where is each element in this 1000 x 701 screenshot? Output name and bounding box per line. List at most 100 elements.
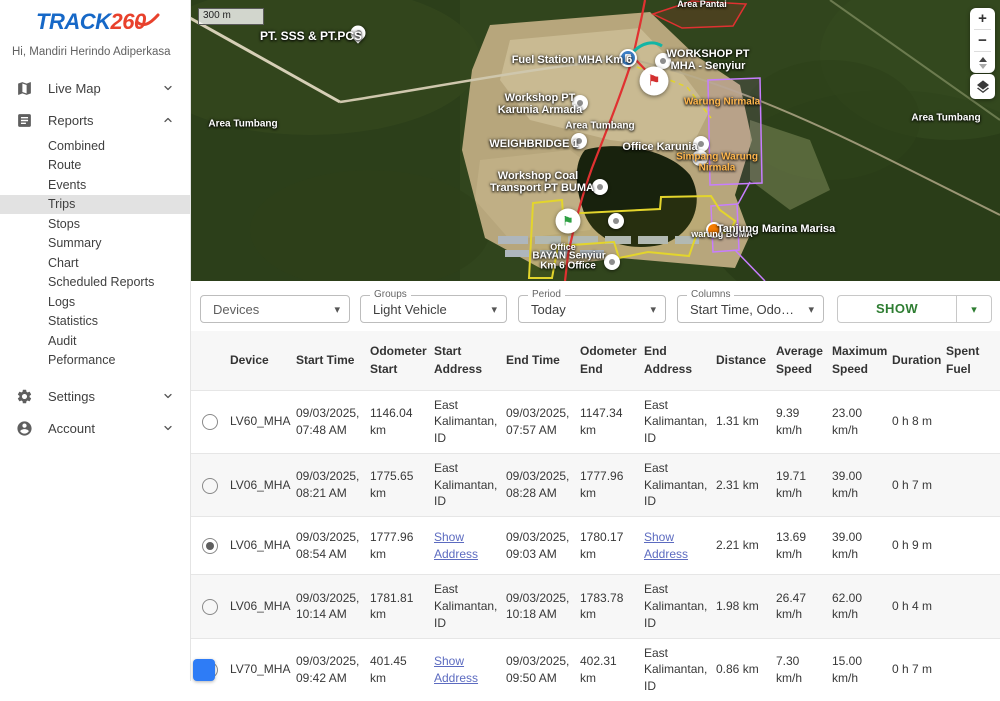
map-scale-control: 300 m bbox=[198, 8, 264, 25]
sidebar-item-audit[interactable]: Audit bbox=[0, 331, 190, 351]
cell-end_address: East Kalimantan, ID bbox=[644, 582, 708, 630]
start-flag-marker[interactable]: ⚑ bbox=[555, 208, 581, 234]
table-row[interactable]: LV06_MHA 09/03/2025, 08:21 AM 1775.65 km Ea… bbox=[190, 453, 1000, 517]
groups-select[interactable]: Groups Light Vehicle ▾ bbox=[360, 289, 507, 323]
show-address-link[interactable]: Show Address bbox=[644, 529, 689, 561]
poi-marker[interactable] bbox=[592, 179, 608, 195]
marker-dot bbox=[698, 141, 704, 147]
finish-flag-marker[interactable]: ⚑ bbox=[639, 66, 669, 96]
sidebar-item-account[interactable]: Account bbox=[0, 412, 190, 444]
column-header: Odometer Start bbox=[370, 344, 427, 377]
layers-button[interactable] bbox=[970, 74, 995, 99]
columns-select[interactable]: Columns Start Time, Odometer… ▾ bbox=[677, 289, 824, 323]
cell-end_address: East Kalimantan, ID bbox=[644, 397, 708, 446]
period-select[interactable]: Period Today ▾ bbox=[518, 289, 666, 323]
table-row[interactable]: LV06_MHA 09/03/2025, 10:14 AM 1781.81 km Ea… bbox=[190, 574, 1000, 639]
cell-start_address: Show Address bbox=[434, 517, 506, 575]
sidebar-item-combined[interactable]: Combined bbox=[0, 136, 190, 156]
sidebar-item-chart[interactable]: Chart bbox=[0, 253, 190, 273]
sidebar-item-peformance[interactable]: Peformance bbox=[0, 351, 190, 371]
cell-avg_speed: 13.69 km/h bbox=[776, 529, 807, 561]
poi-orange-marker[interactable] bbox=[706, 222, 722, 238]
report-icon bbox=[18, 113, 31, 127]
cell-odometer_end: 1777.96 km bbox=[580, 469, 624, 501]
show-address-link[interactable]: Show Address bbox=[434, 654, 479, 685]
sidebar-item-events[interactable]: Events bbox=[0, 175, 190, 195]
start-flag-icon: ⚑ bbox=[562, 213, 574, 229]
table-header-row: Device Start Time Odometer Start Start Addr… bbox=[190, 331, 1000, 390]
sidebar-item-label: Live Map bbox=[48, 80, 101, 96]
show-button-group: SHOW ▾ bbox=[837, 295, 992, 323]
chevron-down-icon: ▾ bbox=[491, 303, 497, 316]
cell-odometer_start: 1146.04 km bbox=[370, 405, 413, 437]
cell-duration: 0 h 4 m bbox=[892, 599, 933, 614]
show-dropdown-toggle[interactable]: ▾ bbox=[956, 296, 991, 322]
zoom-in-button[interactable]: + bbox=[978, 10, 987, 27]
row-radio[interactable] bbox=[202, 538, 218, 555]
table-row[interactable]: LV60_MHA 09/03/2025, 07:48 AM 1146.04 km Ea… bbox=[190, 390, 1000, 454]
devices-select[interactable]: Devices ▾ bbox=[200, 295, 350, 323]
marker-dot bbox=[609, 259, 615, 265]
table-row[interactable]: LV06_MHA 09/03/2025, 08:54 AM 1777.96 km Sh… bbox=[190, 516, 1000, 575]
column-header: Device bbox=[230, 353, 269, 368]
cell-duration: 0 h 7 m bbox=[892, 477, 933, 492]
sidebar-item-label: Stops bbox=[48, 216, 80, 231]
sidebar-item-label: Statistics bbox=[48, 314, 99, 329]
sidebar-item-trips[interactable]: Trips bbox=[0, 194, 190, 214]
cell-start_time: 09/03/2025, 08:21 AM bbox=[296, 469, 360, 501]
finish-flag-icon: ⚑ bbox=[647, 72, 661, 90]
sidebar-item-live-map[interactable]: Live Map bbox=[0, 72, 190, 104]
radio-column-header bbox=[190, 331, 230, 390]
cell-start_time: 09/03/2025, 09:42 AM bbox=[296, 654, 360, 685]
map-canvas[interactable]: Area Pantai PT. SSS & PT.PCS Fuel Station … bbox=[190, 0, 1000, 281]
poi-marker[interactable] bbox=[608, 213, 624, 229]
show-button[interactable]: SHOW bbox=[875, 301, 919, 316]
cell-device: LV06_MHA bbox=[230, 538, 291, 553]
sidebar-item-route[interactable]: Route bbox=[0, 156, 190, 176]
cell-start_time: 09/03/2025, 08:54 AM bbox=[296, 529, 360, 561]
sidebar-item-summary[interactable]: Summary bbox=[0, 234, 190, 254]
cell-device: LV06_MHA bbox=[230, 477, 291, 492]
table-row[interactable]: LV70_MHA 09/03/2025, 09:42 AM 401.45 km Sho… bbox=[190, 638, 1000, 701]
sidebar-item-label: Audit bbox=[48, 333, 77, 348]
chevron-down-icon: ▾ bbox=[971, 303, 977, 316]
fuel-blue-marker[interactable] bbox=[619, 49, 637, 67]
layers-icon bbox=[976, 79, 989, 93]
columns-label: Columns bbox=[687, 289, 735, 301]
row-radio[interactable] bbox=[202, 414, 218, 431]
sidebar-item-settings[interactable]: Settings bbox=[0, 380, 190, 412]
cell-spent_fuel bbox=[946, 638, 1000, 701]
logo-swoosh-icon bbox=[135, 13, 160, 27]
sidebar-item-reports[interactable]: Reports bbox=[0, 104, 190, 136]
row-radio[interactable] bbox=[202, 598, 218, 615]
cell-max_speed: 62.00 km/h bbox=[832, 590, 863, 622]
sidebar-item-scheduled-reports[interactable]: Scheduled Reports bbox=[0, 273, 190, 293]
marker-dot bbox=[697, 155, 703, 161]
sidebar-item-label: Scheduled Reports bbox=[48, 275, 155, 290]
chevron-down-icon bbox=[164, 85, 172, 91]
cell-odometer_start: 1781.81 km bbox=[370, 590, 414, 622]
column-header: Duration bbox=[892, 353, 942, 368]
poi-marker[interactable] bbox=[571, 133, 587, 149]
cell-odometer_end: 1147.34 km bbox=[580, 405, 623, 437]
column-header: Start Time bbox=[296, 353, 355, 368]
sidebar-item-statistics[interactable]: Statistics bbox=[0, 312, 190, 332]
zoom-out-button[interactable]: − bbox=[978, 32, 987, 49]
marker-dot bbox=[660, 58, 666, 64]
cell-odometer_end: 1783.78 km bbox=[580, 590, 624, 622]
poi-marker[interactable] bbox=[692, 150, 708, 166]
marker-dot bbox=[576, 138, 582, 144]
show-address-link[interactable]: Show Address bbox=[434, 529, 479, 561]
satellite-terrain bbox=[190, 0, 1000, 281]
trips-report-table: Device Start Time Odometer Start Start Addr… bbox=[190, 331, 1000, 701]
sidebar-item-logs[interactable]: Logs bbox=[0, 292, 190, 312]
poi-marker[interactable] bbox=[693, 136, 709, 152]
poi-marker[interactable] bbox=[572, 95, 588, 111]
tilt-control[interactable] bbox=[970, 52, 995, 73]
help-widget[interactable] bbox=[193, 659, 215, 681]
cell-avg_speed: 7.30 km/h bbox=[776, 654, 803, 685]
poi-marker[interactable] bbox=[604, 254, 620, 270]
row-radio[interactable] bbox=[202, 477, 218, 494]
sidebar-item-stops[interactable]: Stops bbox=[0, 214, 190, 234]
poi-marker[interactable] bbox=[655, 53, 671, 69]
